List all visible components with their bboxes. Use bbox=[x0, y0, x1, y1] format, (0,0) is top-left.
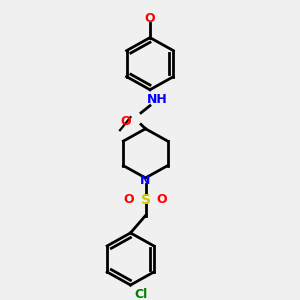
Text: N: N bbox=[140, 174, 151, 187]
Text: O: O bbox=[121, 115, 131, 128]
Text: Cl: Cl bbox=[134, 288, 148, 300]
Text: S: S bbox=[140, 193, 151, 207]
Text: O: O bbox=[157, 193, 167, 206]
Text: O: O bbox=[124, 193, 134, 206]
Text: O: O bbox=[145, 12, 155, 25]
Text: NH: NH bbox=[147, 93, 168, 106]
